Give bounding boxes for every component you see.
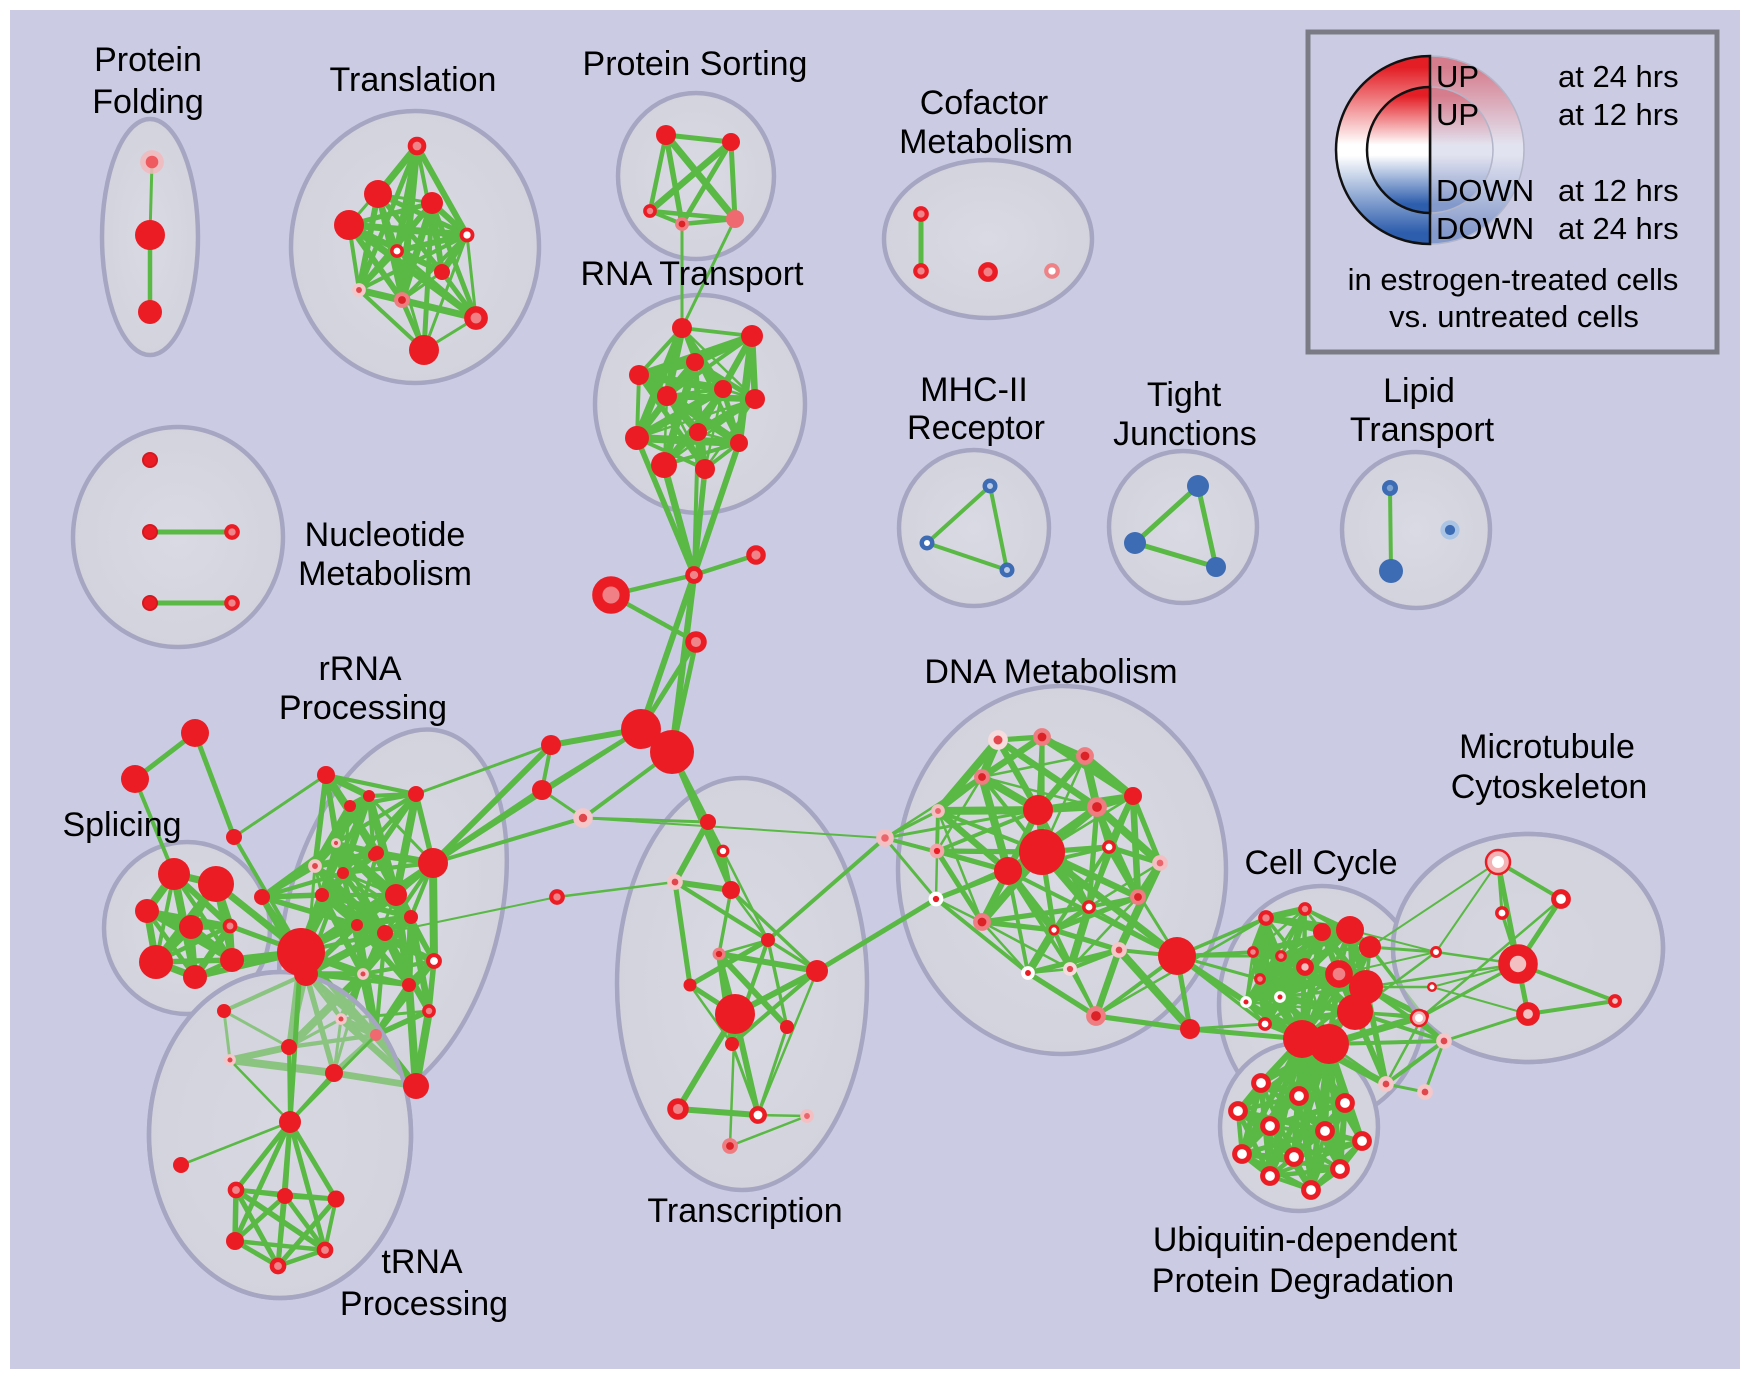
svg-text:Transport: Transport — [1350, 411, 1495, 449]
svg-text:DOWN: DOWN — [1436, 173, 1534, 208]
svg-text:at 12 hrs: at 12 hrs — [1558, 97, 1679, 132]
svg-text:tRNA: tRNA — [381, 1243, 463, 1281]
svg-text:UP: UP — [1436, 97, 1479, 132]
svg-text:Metabolism: Metabolism — [298, 555, 472, 593]
svg-text:DNA Metabolism: DNA Metabolism — [924, 653, 1177, 691]
svg-text:Translation: Translation — [330, 61, 497, 99]
svg-text:Cytoskeleton: Cytoskeleton — [1451, 768, 1648, 806]
svg-text:UP: UP — [1436, 59, 1479, 94]
svg-text:Protein Sorting: Protein Sorting — [583, 45, 808, 83]
svg-text:Lipid: Lipid — [1383, 372, 1455, 410]
svg-text:Splicing: Splicing — [62, 806, 181, 844]
svg-text:Junctions: Junctions — [1113, 415, 1257, 453]
svg-text:Protein: Protein — [94, 41, 202, 79]
svg-text:Processing: Processing — [279, 689, 447, 727]
svg-text:MHC-II: MHC-II — [920, 371, 1028, 409]
svg-text:Receptor: Receptor — [907, 409, 1045, 447]
svg-text:Cofactor: Cofactor — [920, 84, 1049, 122]
svg-text:Transcription: Transcription — [647, 1192, 842, 1230]
svg-text:RNA Transport: RNA Transport — [581, 255, 805, 293]
svg-text:in estrogen-treated cells: in estrogen-treated cells — [1348, 262, 1679, 297]
svg-text:Ubiquitin-dependent: Ubiquitin-dependent — [1153, 1221, 1458, 1259]
svg-text:Tight: Tight — [1147, 376, 1222, 414]
svg-text:DOWN: DOWN — [1436, 211, 1534, 246]
svg-text:rRNA: rRNA — [318, 650, 401, 688]
svg-text:at 24 hrs: at 24 hrs — [1558, 211, 1679, 246]
svg-text:Folding: Folding — [92, 83, 204, 121]
svg-text:Nucleotide: Nucleotide — [305, 516, 466, 554]
svg-text:Metabolism: Metabolism — [899, 123, 1073, 161]
svg-text:Protein Degradation: Protein Degradation — [1152, 1262, 1454, 1300]
svg-text:Cell Cycle: Cell Cycle — [1244, 844, 1397, 882]
svg-text:at 12 hrs: at 12 hrs — [1558, 173, 1679, 208]
svg-text:vs. untreated cells: vs. untreated cells — [1389, 299, 1639, 334]
svg-text:at 24 hrs: at 24 hrs — [1558, 59, 1679, 94]
svg-text:Microtubule: Microtubule — [1459, 728, 1635, 766]
svg-text:Processing: Processing — [340, 1285, 508, 1323]
